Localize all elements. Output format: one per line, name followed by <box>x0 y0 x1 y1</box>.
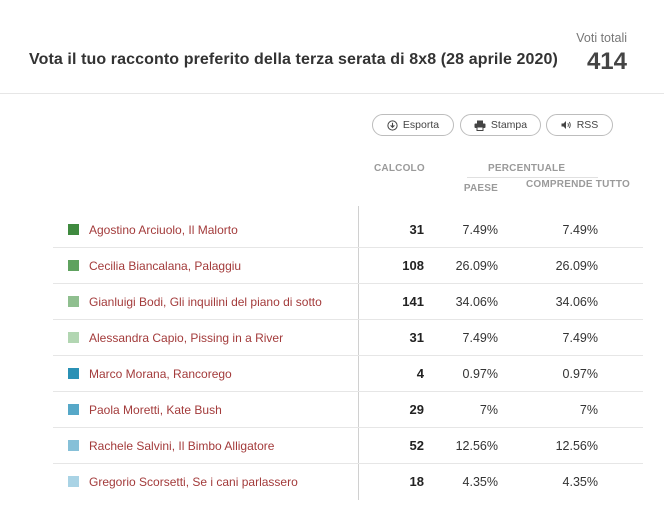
vote-count: 18 <box>409 474 424 489</box>
color-swatch <box>68 296 79 307</box>
color-swatch <box>68 332 79 343</box>
vote-count: 52 <box>409 438 424 453</box>
download-circle-icon <box>387 119 398 131</box>
option-name-link[interactable]: Gregorio Scorsetti, Se i cani parlassero <box>89 475 298 489</box>
option-name-link[interactable]: Cecilia Biancalana, Palaggiu <box>89 259 242 273</box>
total-votes-label: Voti totali <box>576 31 627 45</box>
speaker-icon <box>561 120 572 130</box>
column-header-includes-all: COMPRENDE TUTTO <box>526 179 630 190</box>
option-name-link[interactable]: Agostino Arciuolo, Il Malorto <box>89 223 238 237</box>
vote-count: 4 <box>416 366 424 381</box>
percentage-includes-all: 34.06% <box>555 295 598 309</box>
percentage-includes-all: 0.97% <box>562 367 598 381</box>
percentage-country: 34.06% <box>455 295 498 309</box>
poll-header: Vota il tuo racconto preferito della ter… <box>0 0 664 94</box>
column-divider <box>358 206 359 500</box>
percentage-includes-all: 26.09% <box>555 259 598 273</box>
export-button[interactable]: Esporta <box>372 114 454 136</box>
table-row: Agostino Arciuolo, Il Malorto 31 7.49% 7.49… <box>53 212 643 248</box>
rss-button[interactable]: RSS <box>546 114 613 136</box>
table-row: Cecilia Biancalana, Palaggiu 108 26.09% 26.… <box>53 248 643 284</box>
percentage-includes-all: 4.35% <box>562 475 598 489</box>
percentage-country: 7.49% <box>462 223 498 237</box>
print-label: Stampa <box>490 119 528 131</box>
column-header-country: PAESE <box>463 183 498 194</box>
vote-count: 31 <box>409 330 424 345</box>
color-swatch <box>68 440 79 451</box>
percentage-includes-all: 12.56% <box>555 439 598 453</box>
table-row: Rachele Salvini, Il Bimbo Alligatore 52 12… <box>53 428 643 464</box>
vote-count: 31 <box>409 222 424 237</box>
option-name-link[interactable]: Paola Moretti, Kate Bush <box>89 403 222 417</box>
column-header-calc: CALCOLO <box>374 163 425 174</box>
vote-count: 29 <box>409 402 424 417</box>
print-button[interactable]: Stampa <box>460 114 541 136</box>
table-row: Alessandra Capio, Pissing in a River 31 7.… <box>53 320 643 356</box>
table-row: Marco Morana, Rancorego 4 0.97% 0.97% <box>53 356 643 392</box>
color-swatch <box>68 260 79 271</box>
option-name-link[interactable]: Gianluigi Bodi, Gli inquilini del piano … <box>89 295 322 309</box>
results-table: Agostino Arciuolo, Il Malorto 31 7.49% 7.49… <box>53 212 643 500</box>
option-name-link[interactable]: Marco Morana, Rancorego <box>89 367 232 381</box>
table-row: Gianluigi Bodi, Gli inquilini del piano … <box>53 284 643 320</box>
export-label: Esporta <box>402 119 440 131</box>
color-swatch <box>68 368 79 379</box>
rss-label: RSS <box>576 119 599 131</box>
percentage-country: 12.56% <box>455 439 498 453</box>
option-name-link[interactable]: Rachele Salvini, Il Bimbo Alligatore <box>89 439 275 453</box>
poll-title: Vota il tuo racconto preferito della ter… <box>29 51 558 68</box>
color-swatch <box>68 404 79 415</box>
color-swatch <box>68 224 79 235</box>
percentage-country: 26.09% <box>455 259 498 273</box>
printer-icon <box>474 120 486 131</box>
percentage-country: 7.49% <box>462 331 498 345</box>
total-votes-value: 414 <box>586 48 627 75</box>
percentage-includes-all: 7% <box>579 403 598 417</box>
option-name-link[interactable]: Alessandra Capio, Pissing in a River <box>89 331 284 345</box>
percentage-divider <box>467 177 598 178</box>
vote-count: 141 <box>402 294 424 309</box>
percentage-country: 0.97% <box>462 367 498 381</box>
percentage-country: 7% <box>479 403 498 417</box>
percentage-includes-all: 7.49% <box>562 331 598 345</box>
column-header-percentage: PERCENTUALE <box>488 163 566 174</box>
vote-count: 108 <box>402 258 424 273</box>
table-row: Gregorio Scorsetti, Se i cani parlassero… <box>53 464 643 500</box>
percentage-includes-all: 7.49% <box>562 223 598 237</box>
color-swatch <box>68 476 79 487</box>
percentage-country: 4.35% <box>462 475 498 489</box>
table-row: Paola Moretti, Kate Bush 29 7% 7% <box>53 392 643 428</box>
